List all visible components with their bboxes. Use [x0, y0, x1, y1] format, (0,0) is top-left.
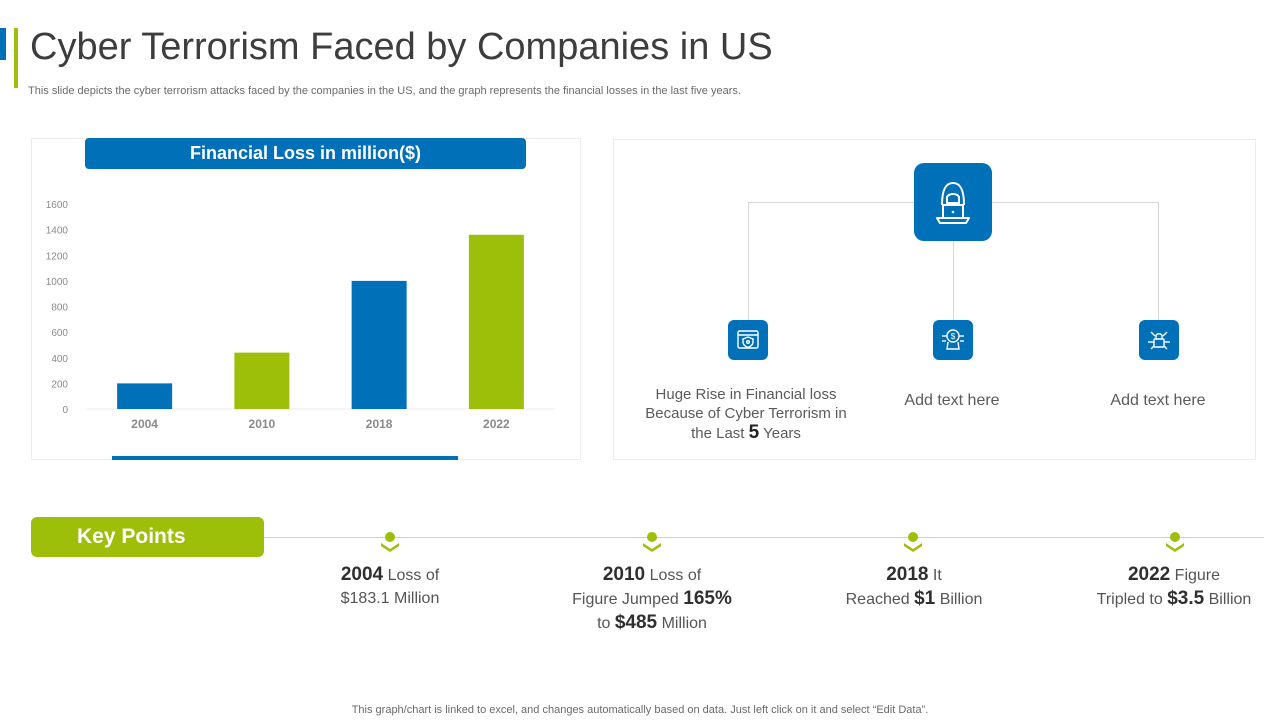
key-point-figure: $485	[614, 612, 658, 633]
y-tick-label: 400	[51, 354, 68, 365]
key-point-text: Reached	[845, 591, 915, 608]
x-tick-label: 2004	[131, 417, 158, 431]
chart-title: Financial Loss in million($)	[85, 138, 526, 169]
y-tick-label: 1400	[46, 226, 69, 237]
key-point-2022: 2022 Figure Tripled to $3.5 Billion	[1086, 563, 1262, 611]
y-tick-label: 200	[51, 379, 68, 390]
footer-note: This graph/chart is linked to excel, and…	[351, 704, 929, 716]
bar-chart[interactable]: 0 200 400 600 800 1000 1200 1400 1600 2004 2010 201…	[31, 190, 581, 440]
key-point-year: 2022	[1127, 564, 1171, 585]
y-tick-label: 1000	[46, 277, 69, 288]
chevron-marker-icon	[1166, 532, 1184, 552]
y-tick-label: 1600	[46, 200, 69, 211]
info-text-line2: Because of Cyber Terrorism in	[645, 405, 847, 422]
key-point-text: Figure	[1170, 567, 1221, 584]
key-point-text: Billion	[935, 591, 983, 608]
key-point-text: Loss of	[645, 567, 702, 584]
y-tick-label: 1200	[46, 251, 69, 262]
bar-2022[interactable]	[468, 234, 524, 409]
y-tick-label: 0	[62, 405, 68, 416]
x-tick-label: 2018	[366, 417, 393, 431]
info-text-financial-loss: Huge Rise in Financial loss Because of C…	[626, 385, 866, 443]
x-tick-label: 2010	[249, 417, 276, 431]
x-tick-label: 2022	[483, 417, 510, 431]
page-subtitle: This slide depicts the cyber terrorism a…	[28, 85, 741, 97]
head-circuit-icon: $	[933, 320, 973, 360]
y-tick-label: 800	[51, 303, 68, 314]
key-point-figure: 165%	[683, 588, 732, 609]
chevron-marker-icon	[381, 532, 399, 552]
key-point-text: It	[928, 567, 942, 584]
hacker-laptop-icon	[914, 163, 992, 241]
chevron-marker-icon	[904, 532, 922, 552]
key-points-timeline-line	[264, 537, 1264, 538]
key-point-2018: 2018 It Reached $1 Billion	[824, 563, 1004, 611]
connector-left	[748, 202, 749, 320]
info-text-post: Years	[759, 425, 801, 442]
key-point-text: Billion	[1204, 591, 1252, 608]
info-text-placeholder-1[interactable]: Add text here	[904, 392, 1000, 409]
info-text-line1: Huge Rise in Financial loss	[655, 386, 837, 403]
chart-bottom-accent	[112, 456, 458, 460]
key-point-year: 2004	[340, 564, 384, 585]
key-point-figure: $3.5	[1167, 588, 1205, 609]
key-point-figure: $1	[914, 588, 936, 609]
connector-center	[953, 241, 954, 320]
bar-2004[interactable]	[117, 383, 173, 409]
y-tick-label: 600	[51, 328, 68, 339]
circuit-lock-icon	[1139, 320, 1179, 360]
svg-text:$: $	[951, 332, 956, 341]
key-point-2010: 2010 Loss of Figure Jumped 165% to $485 …	[552, 563, 752, 635]
key-point-year: 2018	[886, 564, 929, 585]
key-points-label: Key Points	[31, 517, 264, 557]
title-accent-bar-blue	[0, 28, 6, 60]
key-point-text: Loss of	[383, 567, 440, 584]
browser-shield-icon	[728, 320, 768, 360]
key-point-text: Million	[657, 615, 707, 632]
key-point-text: $183.1 Million	[340, 590, 440, 607]
title-accent-bar-green	[14, 28, 18, 88]
bar-2018[interactable]	[351, 280, 407, 409]
info-text-placeholder-2[interactable]: Add text here	[1110, 392, 1206, 409]
connector-right	[1158, 202, 1159, 320]
page-title: Cyber Terrorism Faced by Companies in US	[30, 26, 773, 68]
bar-2010[interactable]	[234, 352, 290, 409]
key-point-text: Tripled to	[1096, 591, 1168, 608]
chevron-marker-icon	[643, 532, 661, 552]
key-point-text: to	[597, 615, 615, 632]
info-text-pre: the Last	[691, 425, 749, 442]
key-point-2004: 2004 Loss of $183.1 Million	[300, 563, 480, 610]
info-text-number: 5	[748, 422, 760, 443]
key-point-year: 2010	[602, 564, 646, 585]
key-point-text: Figure Jumped	[572, 591, 684, 608]
